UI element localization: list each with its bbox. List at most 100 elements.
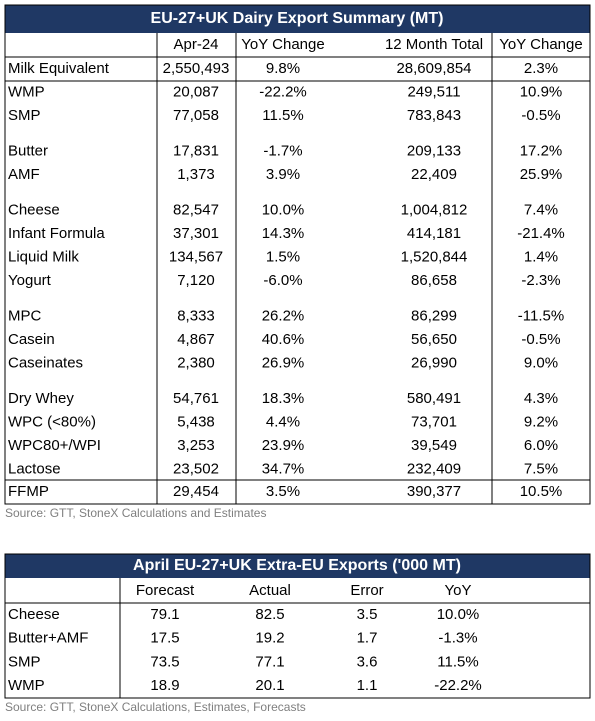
cell: -21.4% [517, 225, 565, 242]
cell: 10.9% [520, 83, 563, 100]
cell: 82.5 [255, 606, 284, 623]
cell: 7.4% [524, 201, 558, 218]
cell: 10.5% [520, 483, 563, 500]
cell: 134,567 [169, 248, 223, 265]
cell: 3.5 [357, 606, 378, 623]
row-label: Liquid Milk [8, 248, 79, 265]
cell: 40.6% [262, 331, 305, 348]
cell: 3.5% [266, 483, 300, 500]
cell: 18.3% [262, 390, 305, 407]
cell: 86,299 [411, 307, 457, 324]
cell: 56,650 [411, 331, 457, 348]
cell: 29,454 [173, 483, 219, 500]
row-label: Cheese [8, 201, 60, 218]
column-header: Actual [249, 582, 291, 599]
cell: 2.3% [524, 60, 558, 77]
cell: 20,087 [173, 83, 219, 100]
cell: 37,301 [173, 225, 219, 242]
cell: 77,058 [173, 107, 219, 124]
column-header: Forecast [136, 582, 195, 599]
column-header: YoY Change [499, 36, 582, 53]
row-label: Milk Equivalent [8, 60, 110, 77]
cell: 34.7% [262, 460, 305, 477]
row-label: Infant Formula [8, 225, 105, 242]
cell: 2,550,493 [163, 60, 230, 77]
table2-title-bar [5, 554, 590, 578]
cell: 26,990 [411, 354, 457, 371]
row-label: WMP [8, 677, 45, 694]
cell: 10.0% [262, 201, 305, 218]
cell: 1.4% [524, 248, 558, 265]
cell: 8,333 [177, 307, 215, 324]
table1-border [4, 4, 591, 505]
table1-source: Source: GTT, StoneX Calculations and Est… [5, 506, 266, 520]
cell: -2.3% [521, 272, 560, 289]
cell: 4.4% [266, 413, 300, 430]
cell: 249,511 [407, 83, 460, 100]
table2-source: Source: GTT, StoneX Calculations, Estima… [5, 700, 306, 714]
cell: 20.1 [255, 677, 284, 694]
cell: 1,004,812 [401, 201, 468, 218]
row-label: Dry Whey [8, 390, 74, 407]
row-label: MPC [8, 307, 42, 324]
cell: 10.0% [437, 606, 480, 623]
row-label: AMF [8, 166, 40, 183]
cell: -22.2% [434, 677, 482, 694]
cell: 23,502 [173, 460, 219, 477]
cell: 3.9% [266, 166, 300, 183]
cell: -1.7% [263, 142, 302, 159]
cell: 3,253 [177, 437, 215, 454]
cell: 79.1 [150, 606, 179, 623]
row-label: Cheese [8, 606, 60, 623]
row-label: WMP [8, 83, 45, 100]
cell: 1,520,844 [401, 248, 468, 265]
cell: 17.2% [520, 142, 563, 159]
cell: 4,867 [177, 331, 215, 348]
row-label: Butter+AMF [8, 630, 88, 647]
row-label: FFMP [8, 483, 49, 500]
cell: 9.2% [524, 413, 558, 430]
cell: 232,409 [407, 460, 461, 477]
table1-title: EU-27+UK Dairy Export Summary (MT) [151, 10, 444, 27]
cell: 77.1 [255, 653, 284, 670]
row-label: WPC (<80%) [8, 413, 96, 430]
cell: 82,547 [173, 201, 219, 218]
cell: 1,373 [177, 166, 215, 183]
cell: 7,120 [177, 272, 215, 289]
cell: -0.5% [521, 331, 560, 348]
cell: 28,609,854 [396, 60, 471, 77]
table1-title-bar [5, 5, 590, 33]
column-header: Apr-24 [173, 36, 218, 53]
column-header: YoY Change [241, 36, 324, 53]
cell: 25.9% [520, 166, 563, 183]
cell: -22.2% [259, 83, 307, 100]
row-label: Lactose [8, 460, 61, 477]
cell: 414,181 [407, 225, 461, 242]
cell: 17,831 [173, 142, 219, 159]
row-label: Yogurt [8, 272, 52, 289]
cell: 783,843 [407, 107, 461, 124]
cell: 22,409 [411, 166, 457, 183]
cell: 9.8% [266, 60, 300, 77]
cell: 19.2 [255, 630, 284, 647]
cell: 390,377 [407, 483, 461, 500]
cell: 7.5% [524, 460, 558, 477]
cell: 26.2% [262, 307, 305, 324]
cell: 54,761 [173, 390, 219, 407]
row-label: SMP [8, 107, 41, 124]
column-header: YoY [445, 582, 472, 599]
row-label: Caseinates [8, 354, 83, 371]
cell: 39,549 [411, 437, 457, 454]
cell: 73,701 [411, 413, 457, 430]
row-label: Butter [8, 142, 48, 159]
cell: 86,658 [411, 272, 457, 289]
cell: 9.0% [524, 354, 558, 371]
cell: 11.5% [437, 653, 478, 670]
cell: -11.5% [518, 307, 564, 324]
cell: 1.5% [266, 248, 300, 265]
cell: 11.5% [262, 107, 303, 124]
cell: -0.5% [521, 107, 560, 124]
cell: 18.9 [150, 677, 179, 694]
row-label: SMP [8, 653, 41, 670]
